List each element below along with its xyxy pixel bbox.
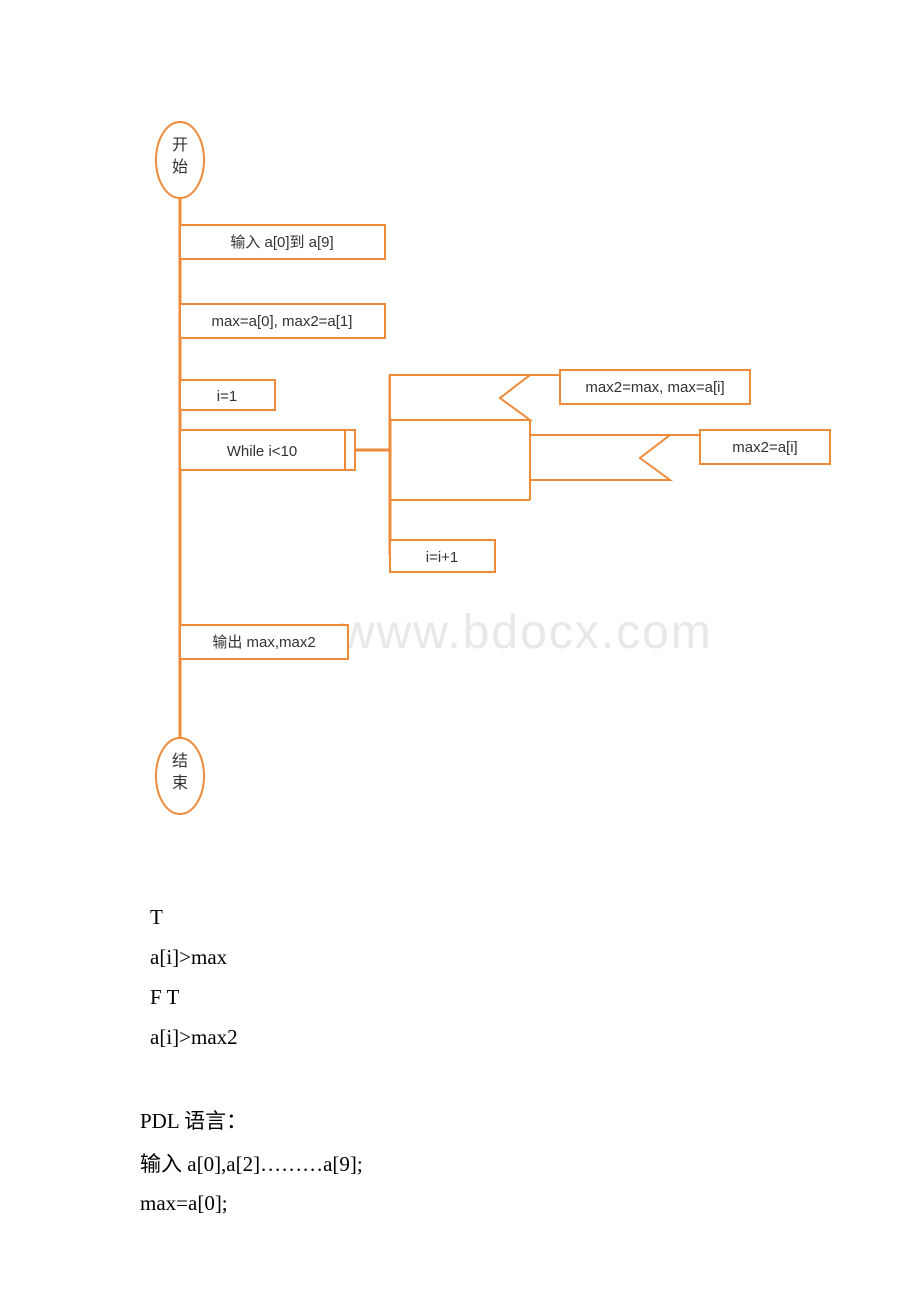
swap-box-text: max2=max, max=a[i] [585,379,724,396]
body-pdl-heading: PDL 语言： [140,1105,247,1135]
body-t: T [150,905,163,930]
incr-box-text: i=i+1 [426,549,459,566]
body-cond1: a[i]>max [150,945,227,970]
while-box-text: While i<10 [227,443,297,460]
end-text-2: 束 [172,774,188,792]
start-text-1: 开 [172,137,188,154]
i1-box-text: i=1 [217,388,237,405]
output-box-text: 输出 max,max2 [212,634,315,651]
while-box-bar [345,430,355,470]
max2-box-text: max2=a[i] [732,439,797,456]
init-box-text: max=a[0], max2=a[1] [212,313,353,330]
body-pdl-max: max=a[0]; [140,1191,228,1216]
body-ft: F T [150,985,179,1010]
end-text-1: 结 [172,752,188,770]
body-pdl-input: 输入 a[0],a[2]………a[9]; [140,1148,363,1178]
body-cond2: a[i]>max2 [150,1025,238,1050]
start-text-2: 始 [172,158,188,176]
decision1-chevron [390,375,530,420]
flowchart-svg: 开 始 输入 a[0]到 a[9] max=a[0], max2=a[1] i=… [0,0,920,900]
input-box-text: 输入 a[0]到 a[9] [230,234,333,251]
decision2-chevron [530,435,670,480]
